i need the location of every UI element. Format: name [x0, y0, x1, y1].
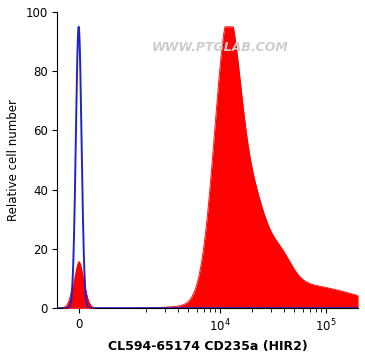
Text: WWW.PTGLAB.COM: WWW.PTGLAB.COM — [151, 41, 288, 54]
Y-axis label: Relative cell number: Relative cell number — [7, 99, 20, 221]
X-axis label: CL594-65174 CD235a (HIR2): CL594-65174 CD235a (HIR2) — [108, 340, 308, 353]
